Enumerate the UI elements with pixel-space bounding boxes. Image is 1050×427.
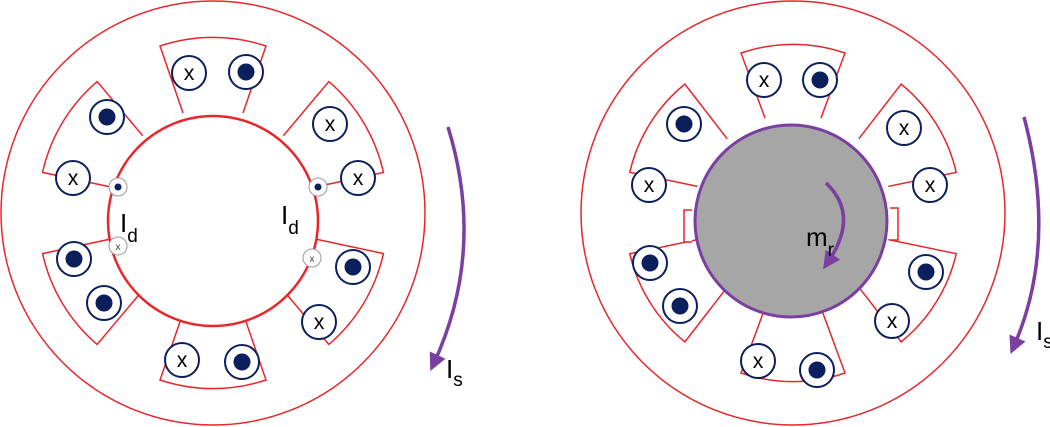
right-conductor-3: x bbox=[886, 110, 922, 146]
left-id-dot-marker-left bbox=[108, 177, 128, 197]
left-id-x-marker-left: x bbox=[108, 236, 128, 256]
right-conductor-4: x bbox=[912, 167, 948, 203]
svg-text:x: x bbox=[325, 112, 336, 136]
right-conductor-8 bbox=[662, 288, 698, 324]
left-conductor-10: x bbox=[301, 304, 337, 340]
right-rotor-disc bbox=[693, 123, 889, 319]
right-conductor-7 bbox=[632, 245, 668, 281]
svg-text:x: x bbox=[759, 68, 770, 92]
svg-text:x: x bbox=[753, 349, 764, 373]
svg-text:x: x bbox=[314, 310, 325, 334]
right-motor: x x x x x x mr Is bbox=[580, 0, 1050, 426]
right-conductor-5 bbox=[666, 106, 702, 142]
left-conductor-12 bbox=[224, 344, 260, 380]
left-conductor-2 bbox=[228, 54, 264, 90]
left-motor: x x x x x x x x Id Id Is bbox=[0, 0, 466, 426]
right-conductor-10: x bbox=[874, 303, 910, 339]
left-conductor-3: x bbox=[312, 106, 348, 142]
right-mr-arrow bbox=[823, 181, 846, 270]
left-conductor-9 bbox=[335, 249, 371, 285]
left-conductor-7 bbox=[56, 241, 92, 277]
svg-text:x: x bbox=[68, 166, 79, 190]
svg-text:x: x bbox=[925, 173, 936, 197]
right-conductor-1: x bbox=[746, 62, 782, 98]
right-conductor-9 bbox=[908, 254, 944, 290]
svg-text:x: x bbox=[184, 61, 195, 85]
svg-text:x: x bbox=[887, 309, 898, 333]
left-conductor-8 bbox=[86, 285, 122, 321]
left-conductors: x x x x x x bbox=[55, 54, 376, 380]
left-rotor-circle bbox=[106, 114, 320, 328]
left-id-label-right: Id bbox=[281, 200, 299, 239]
svg-text:x: x bbox=[899, 116, 910, 140]
right-is-arrow bbox=[1009, 116, 1041, 355]
left-conductor-11: x bbox=[164, 342, 200, 378]
right-rotor-bump-right bbox=[890, 207, 899, 241]
left-id-dot-marker-right bbox=[308, 177, 328, 197]
right-conductors: x x x x x x bbox=[631, 62, 948, 388]
left-conductor-6: x bbox=[55, 160, 91, 196]
svg-text:x: x bbox=[310, 254, 315, 265]
left-is-label: Is bbox=[446, 354, 463, 391]
right-conductor-6: x bbox=[631, 167, 667, 203]
right-conductor-11: x bbox=[740, 343, 776, 379]
left-is-arrow bbox=[429, 126, 466, 371]
left-conductor-1: x bbox=[171, 55, 207, 91]
right-conductor-2 bbox=[802, 62, 838, 98]
right-rotor-bump-left bbox=[683, 209, 692, 243]
left-stator-outer-ring bbox=[0, 0, 426, 426]
right-is-label: Is bbox=[1036, 316, 1050, 353]
right-stator-outer-ring bbox=[580, 0, 1006, 426]
right-mr-label: mr bbox=[806, 222, 835, 261]
svg-text:x: x bbox=[353, 166, 364, 190]
svg-text:x: x bbox=[177, 348, 188, 372]
right-conductor-12 bbox=[799, 352, 835, 388]
left-id-x-marker-right: x bbox=[302, 248, 322, 268]
left-conductor-5 bbox=[89, 99, 125, 135]
svg-text:x: x bbox=[116, 242, 121, 253]
svg-text:x: x bbox=[644, 173, 655, 197]
left-id-label-left: Id bbox=[120, 208, 138, 247]
left-conductor-4: x bbox=[340, 160, 376, 196]
